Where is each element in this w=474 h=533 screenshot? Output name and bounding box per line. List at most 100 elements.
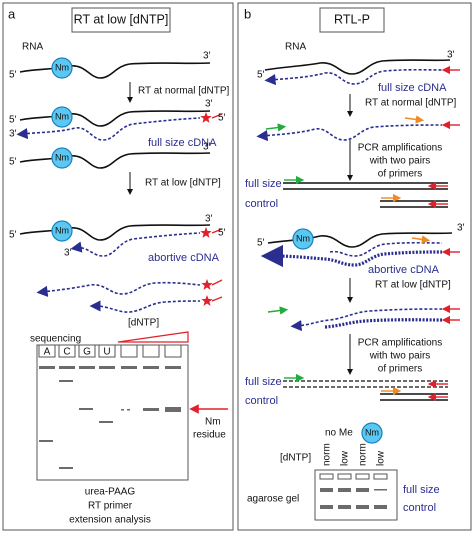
title-box	[319, 7, 385, 33]
lane-label: C	[63, 347, 70, 358]
cdna-strand	[324, 318, 443, 329]
nm-circle	[51, 220, 73, 242]
nm-label: Nm	[296, 233, 310, 243]
nm-label: Nm	[55, 152, 69, 162]
panel-b: b RTL-P RNA 5′ 3′ full size cDNA RT at n…	[237, 2, 472, 531]
control-label: control	[403, 502, 436, 514]
cdna-five-prime: 5′	[218, 228, 226, 239]
rna-strand	[19, 62, 211, 79]
nm-residue-label: residue	[193, 430, 226, 441]
lane-label: norm	[358, 443, 369, 466]
five-prime: 5′	[9, 70, 17, 81]
five-prime: 5′	[9, 157, 17, 168]
cdna-three-prime: 3′	[64, 248, 72, 259]
cdna-strand	[329, 241, 443, 257]
primer	[211, 113, 223, 119]
nm-circle	[292, 228, 314, 250]
title-box	[71, 7, 171, 33]
primer	[211, 228, 223, 234]
step-text: RT at normal [dNTP]	[138, 86, 230, 97]
step-text: RT at low [dNTP]	[145, 178, 221, 189]
lane-label: A	[44, 347, 51, 358]
panel-frame	[237, 2, 472, 531]
three-prime: 3′	[447, 50, 455, 61]
cdna-strand	[70, 232, 201, 257]
five-prime: 5′	[257, 238, 265, 249]
panel-title: RTL-P	[334, 12, 370, 26]
product-label: full size cDNA	[148, 137, 217, 149]
three-prime: 3′	[457, 223, 465, 234]
lane-label: U	[103, 347, 110, 358]
nm-residue-label: Nm	[205, 417, 221, 428]
dntp-label: [dNTP]	[128, 318, 159, 329]
pcr-text: with two pairs	[369, 156, 431, 167]
rna-strand	[19, 110, 211, 127]
nm-circle	[51, 57, 73, 79]
primer	[404, 115, 425, 124]
cdna-strand	[36, 281, 201, 297]
lane-label: low	[340, 450, 351, 466]
panel-letter: b	[244, 6, 251, 21]
cdna-three-prime: 3′	[9, 129, 17, 140]
agarose-label: agarose gel	[247, 494, 299, 505]
panel-frame	[2, 2, 234, 531]
full-size-label: full size	[403, 484, 440, 496]
five-prime: 5′	[257, 70, 265, 81]
step-text: RT at low [dNTP]	[375, 280, 451, 291]
panel-a: a RT at low [dNTP] RNA Nm 5′ 3′ RT at no…	[2, 2, 234, 531]
five-prime: 5′	[9, 115, 17, 126]
rna-strand	[264, 59, 451, 75]
nm-circle	[51, 147, 73, 169]
label-star	[200, 112, 212, 123]
control-label: control	[245, 395, 278, 407]
step-text: RT at normal [dNTP]	[365, 98, 457, 109]
cdna-strand	[89, 300, 201, 313]
gel-box	[36, 344, 189, 481]
three-prime: 3′	[205, 214, 213, 225]
cdna-strand	[260, 244, 443, 268]
gel-bands	[39, 366, 181, 469]
pcr-text: PCR amplifications	[358, 143, 442, 154]
cdna-strand	[290, 308, 443, 332]
rna-label: RNA	[285, 42, 306, 53]
pcr-text: PCR amplifications	[358, 338, 442, 349]
primer	[267, 306, 289, 315]
cdna-strand	[16, 117, 201, 141]
nm-circle	[51, 106, 73, 128]
nm-label: Nm	[55, 225, 69, 235]
nm-label: Nm	[365, 427, 379, 437]
lane-label: low	[376, 450, 387, 466]
lane-label: G	[83, 347, 91, 358]
nm-circle	[361, 422, 383, 444]
cdna-strand	[264, 68, 443, 86]
panel-title: RT at low [dNTP]	[74, 12, 169, 26]
dntp-label: [dNTP]	[280, 453, 311, 464]
nm-label: Nm	[55, 111, 69, 121]
three-prime: 3′	[203, 142, 211, 153]
cdna-strand	[256, 124, 443, 142]
caption: RT primer	[88, 501, 133, 512]
pcr-text: of primers	[378, 169, 422, 180]
rna-strand	[19, 152, 211, 169]
primer	[211, 279, 223, 286]
sequencing-label: sequencing	[30, 334, 81, 345]
nm-label: Nm	[55, 62, 69, 72]
label-star	[201, 295, 213, 306]
panel-letter: a	[8, 6, 16, 21]
primer	[411, 235, 431, 244]
label-star	[200, 227, 212, 238]
no-me-label: no Me	[325, 428, 353, 439]
full-size-label: full size	[245, 376, 282, 388]
cdna-five-prime: 5′	[218, 113, 226, 124]
primer	[265, 123, 287, 132]
gel-bands	[319, 473, 388, 509]
gel-comb	[38, 345, 182, 358]
product-label: abortive cDNA	[148, 252, 220, 264]
product-label: abortive cDNA	[368, 264, 440, 276]
product-label: full size cDNA	[378, 82, 447, 94]
primer	[211, 296, 223, 302]
full-size-label: full size	[245, 178, 282, 190]
pcr-text: with two pairs	[369, 351, 431, 362]
pcr-text: of primers	[378, 364, 422, 375]
